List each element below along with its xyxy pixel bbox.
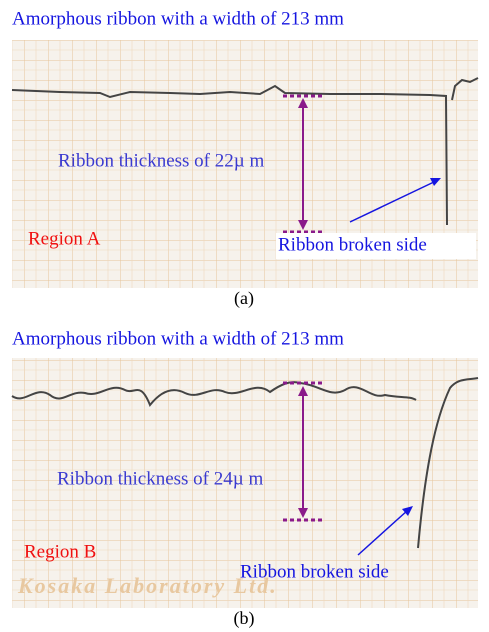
thickness-label: Ribbon thickness of 22µ m — [58, 150, 264, 171]
watermark: Kosaka Laboratory Ltd. — [17, 573, 278, 598]
panel-title: Amorphous ribbon with a width of 213 mm — [12, 8, 344, 29]
caption: (b) — [234, 608, 255, 629]
panel-title: Amorphous ribbon with a width of 213 mm — [12, 328, 344, 349]
region-label: Region B — [24, 541, 96, 562]
region-label: Region A — [28, 228, 101, 249]
broken-label: Ribbon broken side — [240, 561, 389, 582]
figure: Amorphous ribbon with a width of 213 mm … — [0, 0, 489, 632]
caption: (a) — [234, 288, 254, 309]
broken-label: Ribbon broken side — [278, 234, 427, 255]
thickness-label: Ribbon thickness of 24µ m — [57, 468, 263, 489]
